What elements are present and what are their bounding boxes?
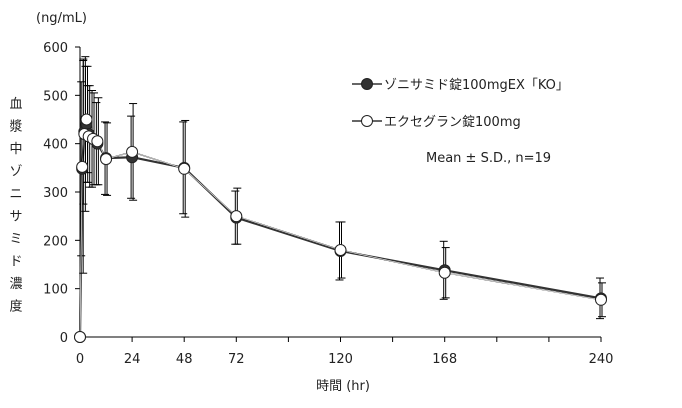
y-axis-label-char: 血 — [9, 97, 22, 112]
y-tick-label: 300 — [43, 186, 68, 201]
y-tick-label: 600 — [43, 41, 68, 56]
legend-label: エクセグラン錠100mg — [384, 115, 521, 130]
x-tick-label: 72 — [228, 352, 245, 367]
legend-marker — [361, 115, 373, 127]
y-axis-label-char: ミ — [9, 232, 22, 247]
data-point — [80, 113, 93, 126]
y-axis-label-char: 濃 — [9, 277, 22, 292]
y-tick-label: 0 — [60, 331, 68, 346]
x-tick-label: 240 — [589, 352, 614, 367]
x-tick-label: 120 — [328, 352, 353, 367]
data-point — [126, 145, 139, 158]
x-tick-label: 24 — [124, 352, 141, 367]
y-axis-label-char: 漿 — [9, 120, 22, 135]
y-tick-label: 400 — [43, 138, 68, 153]
y-axis-label-char: ニ — [9, 187, 22, 202]
annotation: Mean ± S.D., n=19 — [426, 151, 551, 166]
data-point — [91, 135, 104, 148]
x-tick-label: 0 — [76, 352, 84, 367]
x-tick-label: 48 — [176, 352, 193, 367]
y-axis-label-char: ド — [9, 255, 22, 270]
data-point — [100, 153, 113, 166]
y-tick-label: 100 — [43, 283, 68, 298]
y-tick-label: 500 — [43, 89, 68, 104]
data-point — [76, 160, 89, 173]
data-point — [334, 244, 347, 256]
y-axis-label-char: 度 — [9, 299, 22, 315]
data-point — [178, 162, 191, 175]
unit-label: (ng/mL) — [36, 11, 87, 26]
data-point — [230, 210, 243, 223]
data-point — [595, 293, 607, 306]
x-tick-label: 168 — [432, 352, 457, 367]
data-point — [438, 266, 451, 279]
x-axis-label: 時間 (hr) — [316, 379, 370, 394]
y-axis-label-char: 中 — [9, 142, 22, 157]
data-point — [74, 331, 86, 343]
y-tick-label: 200 — [43, 234, 68, 249]
y-axis-label-char: ゾ — [9, 165, 22, 180]
y-axis-label-char: サ — [9, 210, 22, 225]
legend-label: ゾニサミド錠100mgEX「KO」 — [384, 78, 569, 93]
legend-marker — [361, 78, 373, 90]
